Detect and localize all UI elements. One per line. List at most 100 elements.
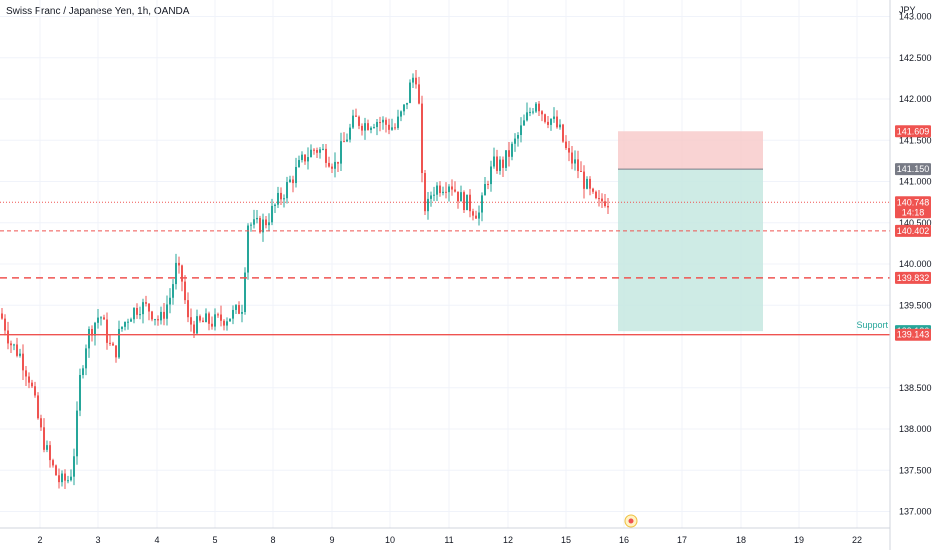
candle-body xyxy=(556,116,558,128)
candle-body xyxy=(388,124,390,130)
candle-body xyxy=(79,375,81,411)
candle-body xyxy=(115,345,117,358)
candle-body xyxy=(7,330,9,344)
candle-body xyxy=(553,116,555,119)
candle-body xyxy=(256,217,258,220)
candle-body xyxy=(232,309,234,319)
price-tag: 140.402 xyxy=(897,226,930,236)
candle-body xyxy=(214,314,216,327)
candle-body xyxy=(475,215,477,219)
candle-body xyxy=(415,77,417,85)
candle-body xyxy=(220,314,222,321)
time-tick-label: 3 xyxy=(95,535,100,545)
candle-body xyxy=(400,111,402,117)
candle-body xyxy=(451,186,453,190)
candle-body xyxy=(61,473,63,483)
price-tick-label: 141.000 xyxy=(899,177,932,187)
price-tick-label: 138.000 xyxy=(899,424,932,434)
candle-body xyxy=(196,316,198,334)
candle-body xyxy=(283,198,285,200)
candle-body xyxy=(520,125,522,136)
candle-body xyxy=(268,222,270,226)
candle-body xyxy=(541,111,543,115)
candle-body xyxy=(379,122,381,124)
candle-body xyxy=(418,84,420,104)
candle-body xyxy=(313,149,315,151)
candle-body xyxy=(160,311,162,321)
candle-body xyxy=(331,166,333,169)
candle-body xyxy=(292,179,294,184)
candle-body xyxy=(523,120,525,126)
time-tick-label: 2 xyxy=(37,535,42,545)
candle-body xyxy=(439,185,441,194)
candle-body xyxy=(16,344,18,356)
candle-body xyxy=(208,313,210,324)
candle-body xyxy=(175,262,177,285)
candle-body xyxy=(10,343,12,346)
candle-body xyxy=(547,121,549,125)
candle-body xyxy=(94,322,96,336)
candle-body xyxy=(181,265,183,282)
candle-body xyxy=(316,150,318,153)
candle-body xyxy=(358,116,360,126)
price-tick-label: 143.000 xyxy=(899,12,932,22)
candle-body xyxy=(166,304,168,319)
candle-body xyxy=(289,179,291,183)
candle-body xyxy=(469,194,471,212)
candle-body xyxy=(253,219,255,225)
price-tag-bg xyxy=(895,328,931,341)
candle-body xyxy=(280,192,282,200)
candle-body xyxy=(226,321,228,326)
price-tag-time: 14:18 xyxy=(902,207,925,217)
candle-body xyxy=(430,195,432,199)
time-tick-label: 17 xyxy=(677,535,687,545)
price-tag-bg xyxy=(895,163,931,176)
candle-body xyxy=(505,150,507,168)
candle-body xyxy=(259,217,261,233)
candle-body xyxy=(205,313,207,323)
candle-body xyxy=(373,127,375,129)
price-tag: 139.143 xyxy=(897,330,930,340)
candle-body xyxy=(385,119,387,125)
candle-body xyxy=(184,281,186,301)
candle-body xyxy=(493,156,495,167)
candle-body xyxy=(217,314,219,316)
candle-body xyxy=(121,326,123,329)
candle-body xyxy=(499,159,501,171)
price-tag: 139.832 xyxy=(897,273,930,283)
candle-body xyxy=(319,149,321,153)
price-tag-bg xyxy=(895,271,931,284)
candle-body xyxy=(343,141,345,143)
price-tick-label: 137.000 xyxy=(899,507,932,517)
candle-body xyxy=(223,320,225,326)
candle-body xyxy=(91,328,93,336)
candle-body xyxy=(391,127,393,130)
candle-body xyxy=(607,206,609,208)
candle-body xyxy=(424,173,426,212)
price-tag-bg xyxy=(895,224,931,237)
price-tag: 140.748 xyxy=(897,197,930,207)
candle-body xyxy=(31,382,33,387)
candle-body xyxy=(517,135,519,139)
candle-body xyxy=(277,192,279,205)
candle-body xyxy=(457,191,459,202)
candle-body xyxy=(421,103,423,174)
time-tick-label: 16 xyxy=(619,535,629,545)
candle-body xyxy=(574,159,576,164)
candle-body xyxy=(598,198,600,200)
candle-body xyxy=(43,427,45,450)
candle-body xyxy=(118,328,120,358)
candle-body xyxy=(592,188,594,192)
price-tick-label: 137.500 xyxy=(899,465,932,475)
candle-body xyxy=(136,307,138,315)
candle-body xyxy=(265,219,267,226)
candle-body xyxy=(1,313,3,319)
candle-body xyxy=(55,465,57,476)
candle-body xyxy=(64,473,66,481)
candle-body xyxy=(484,183,486,196)
candle-body xyxy=(538,103,540,112)
candle-body xyxy=(478,212,480,219)
candle-body xyxy=(397,116,399,128)
candle-body xyxy=(361,125,363,131)
